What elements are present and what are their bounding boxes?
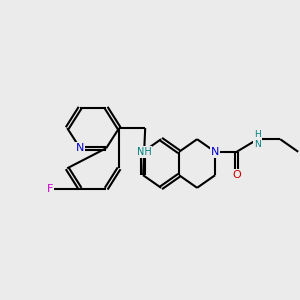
Text: N: N — [211, 147, 219, 157]
Text: F: F — [47, 184, 53, 194]
Text: H
N: H N — [254, 130, 261, 149]
Text: O: O — [232, 170, 241, 180]
Text: NH: NH — [137, 147, 152, 157]
Text: N: N — [76, 143, 84, 153]
